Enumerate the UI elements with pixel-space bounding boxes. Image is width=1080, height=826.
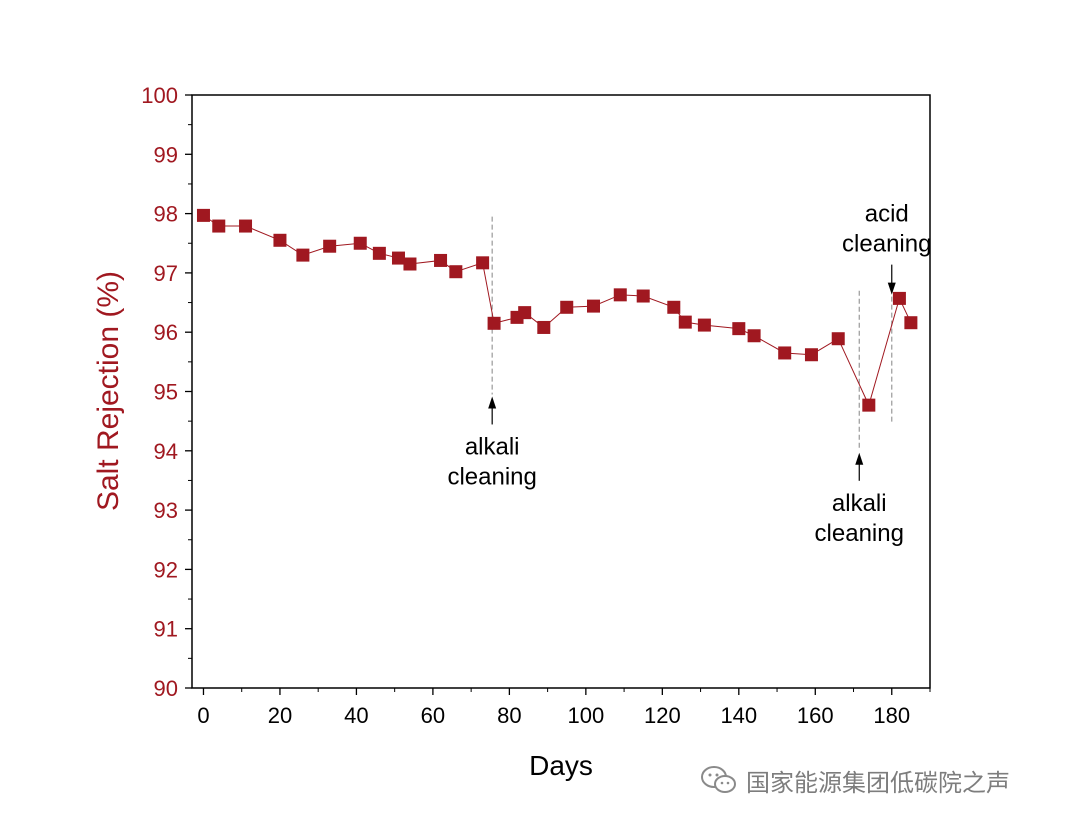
- data-point: [273, 233, 287, 247]
- data-point: [613, 288, 627, 302]
- data-point: [476, 256, 490, 270]
- x-tick-label: 0: [197, 703, 209, 728]
- data-point: [353, 236, 367, 250]
- data-point: [636, 289, 650, 303]
- y-tick-label: 91: [154, 617, 178, 642]
- x-tick-label: 100: [567, 703, 604, 728]
- data-point: [403, 257, 417, 271]
- y-axis-label: Salt Rejection (%): [92, 271, 125, 511]
- tick-marks: [185, 94, 931, 695]
- data-point: [778, 346, 792, 360]
- data-point: [560, 300, 574, 314]
- annotation-text: alkali: [832, 490, 887, 517]
- y-tick-label: 97: [154, 261, 178, 286]
- y-tick-label: 90: [154, 676, 178, 701]
- data-point: [391, 251, 405, 265]
- annotation-text: alkali: [465, 433, 520, 460]
- x-tick-label: 160: [797, 703, 834, 728]
- data-point: [831, 332, 845, 346]
- data-point: [697, 318, 711, 332]
- annotation-labels: alkali cleaning alkali cleaning acid cleaning: [447, 201, 931, 547]
- arrow-down-icon: [887, 282, 896, 295]
- data-point: [892, 291, 906, 305]
- data-point: [196, 208, 210, 222]
- y-tick-label: 96: [154, 320, 178, 345]
- y-tick-label: 92: [154, 557, 178, 582]
- data-point: [296, 248, 310, 262]
- data-point: [862, 398, 876, 412]
- y-tick-label: 94: [154, 439, 178, 464]
- y-tick-label: 98: [154, 202, 178, 227]
- x-tick-label: 120: [644, 703, 681, 728]
- data-point: [434, 253, 448, 267]
- x-tick-label: 80: [497, 703, 521, 728]
- annotation-text: cleaning: [815, 520, 904, 547]
- annotation-guides: [491, 216, 893, 451]
- x-tick-label: 60: [421, 703, 445, 728]
- data-point: [449, 265, 463, 279]
- annotation-text: acid: [865, 201, 909, 228]
- data-point: [537, 320, 551, 334]
- data-point: [323, 239, 337, 253]
- arrow-up-icon: [488, 396, 497, 409]
- annotation-text: cleaning: [447, 463, 536, 490]
- x-tick-label: 140: [720, 703, 757, 728]
- watermark-text: 国家能源集团低碳院之声: [746, 768, 1010, 797]
- x-axis-label: Days: [529, 750, 593, 781]
- data-point: [732, 322, 746, 336]
- data-point: [487, 316, 501, 330]
- y-tick-label: 93: [154, 498, 178, 523]
- data-point: [212, 219, 226, 233]
- plot-frame: [191, 94, 931, 689]
- data-point: [587, 299, 601, 313]
- data-point: [667, 300, 681, 314]
- data-point: [678, 315, 692, 329]
- y-tick-label: 95: [154, 380, 178, 405]
- annotation-text: cleaning: [842, 231, 931, 258]
- data-markers: [196, 208, 918, 412]
- x-tick-label: 180: [873, 703, 910, 728]
- wechat-icon: [701, 766, 736, 793]
- x-tick-label: 20: [268, 703, 292, 728]
- data-point: [804, 348, 818, 362]
- arrow-up-icon: [855, 452, 864, 465]
- series-connector-line: [203, 214, 912, 407]
- data-point: [372, 246, 386, 260]
- watermark: 国家能源集团低碳院之声: [700, 760, 1010, 800]
- y-tick-label: 100: [141, 83, 178, 108]
- x-tick-label: 40: [344, 703, 368, 728]
- y-tick-label: 99: [154, 142, 178, 167]
- data-point: [904, 316, 918, 330]
- y-tick-labels: 90 91 92 93 94 95 96 97 98 99 100: [141, 83, 178, 701]
- x-tick-labels: 0 20 40 60 80 100 120 140 160 180: [197, 703, 910, 728]
- data-point: [747, 329, 761, 343]
- data-point: [518, 306, 532, 320]
- data-point: [239, 219, 253, 233]
